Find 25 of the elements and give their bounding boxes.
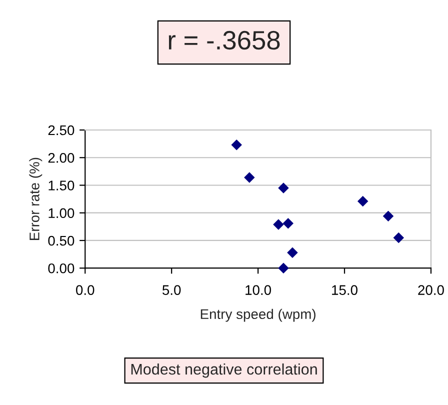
y-tick-label: 0.00 bbox=[48, 263, 74, 274]
x-tick-label: 5.0 bbox=[162, 285, 181, 295]
x-tick-label: 20.0 bbox=[418, 285, 444, 295]
point bbox=[382, 210, 394, 222]
y-tick-label: 1.00 bbox=[48, 208, 74, 218]
y-tick-label: 2.00 bbox=[48, 152, 74, 163]
point bbox=[357, 196, 368, 207]
point bbox=[278, 262, 289, 274]
point bbox=[282, 218, 294, 229]
x-tick-label: 0.0 bbox=[76, 285, 94, 295]
point bbox=[244, 172, 255, 183]
point bbox=[231, 140, 242, 150]
point bbox=[287, 247, 298, 258]
point bbox=[278, 182, 289, 194]
x-tick-label: 15.0 bbox=[332, 285, 358, 295]
y-tick-label: 0.50 bbox=[48, 236, 74, 246]
y-tick-label: 1.50 bbox=[48, 180, 74, 190]
point bbox=[273, 219, 284, 230]
x-axis-title: Entry speed (wpm) bbox=[200, 308, 316, 322]
y-axis-title: Error rate (%) bbox=[29, 158, 42, 240]
text: Modest negative correlation bbox=[131, 363, 317, 378]
x-tick-label: 10.0 bbox=[246, 285, 272, 295]
point bbox=[393, 232, 404, 244]
chart-title: r = -.3658 bbox=[168, 30, 280, 50]
y-tick-label: 2.50 bbox=[48, 125, 74, 136]
